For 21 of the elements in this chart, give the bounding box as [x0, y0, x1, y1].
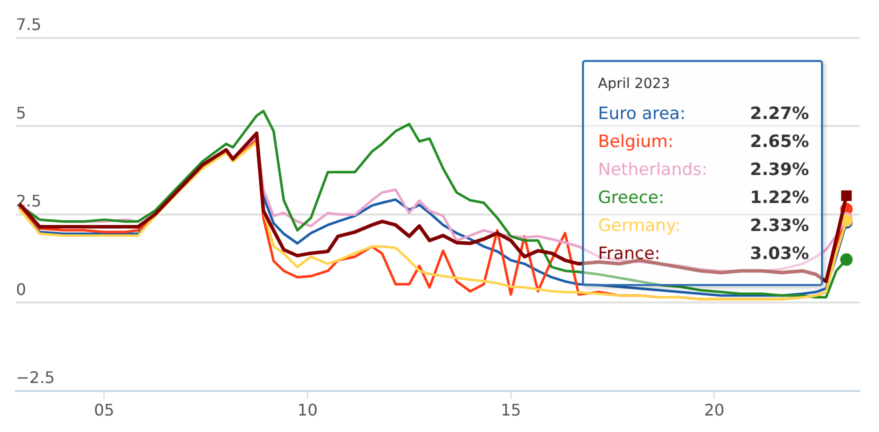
text: Belgium: [598, 131, 674, 154]
text: Germany: [598, 215, 681, 238]
series-label: France: [598, 243, 660, 266]
y-tick-label: −2.5 [16, 368, 55, 387]
text: Greece: [598, 187, 664, 210]
x-tick-label: 15 [500, 400, 522, 420]
annotation: 2.65% [750, 131, 809, 154]
annotation: 2.39% [750, 159, 809, 182]
annotation: 2.27% [750, 103, 809, 126]
y-tick-label: 0 [16, 280, 26, 299]
annotation: 3.03% [750, 243, 809, 266]
annotation: April 2023 [598, 76, 672, 92]
text: Netherlands: [598, 159, 708, 182]
x-tick-label: 05 [94, 400, 114, 420]
y-tick-label: 5 [16, 103, 26, 122]
y-tick-label: 7.5 [16, 15, 42, 34]
x-tick-label: 10 [297, 400, 318, 420]
x-tick-label: 20 [704, 400, 724, 420]
annotation: 2.33% [750, 215, 809, 238]
annotation: 1.22% [750, 187, 809, 210]
text: Euro area: [598, 103, 686, 126]
